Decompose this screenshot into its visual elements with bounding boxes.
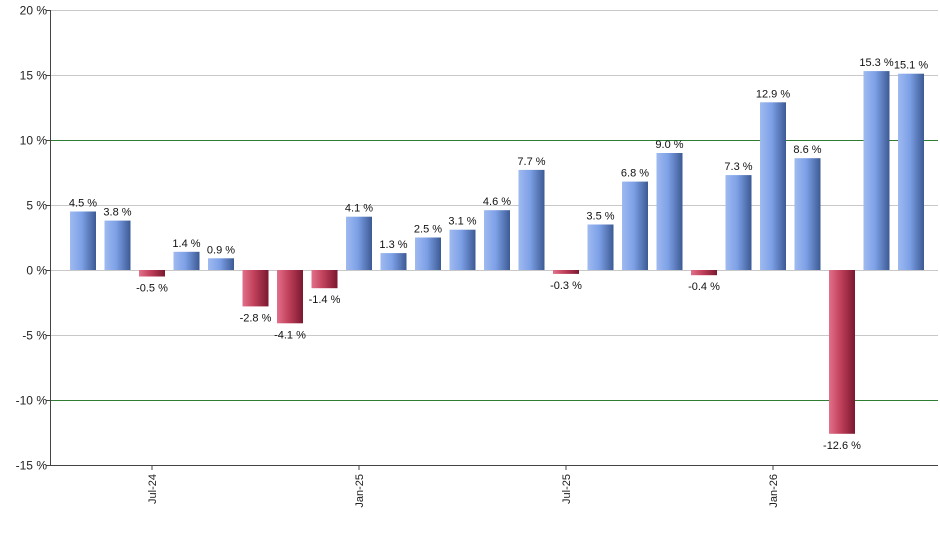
bar-Apr-25 — [449, 229, 476, 270]
bar-Sep-24 — [208, 258, 234, 270]
x-tick-label: Jul-25 — [561, 474, 573, 504]
bar-Mar-26 — [829, 270, 855, 434]
data-label: 2.5 % — [414, 224, 442, 236]
y-tick-label: 15 % — [20, 69, 48, 83]
bar-Mar-25 — [415, 237, 441, 270]
bar-Sep-25 — [622, 181, 648, 270]
data-labels: 4.5 % 3.8 % -0.5 % 1.4 % 0.9 % -2.8 %-4.1 % -1… — [69, 57, 928, 452]
bar-Oct-24 — [242, 270, 269, 307]
x-tick-label: Jan-26 — [768, 474, 780, 508]
bar-Apr-26 — [863, 71, 890, 270]
y-tick-label: 20 % — [20, 4, 48, 18]
data-label: -4.1 % — [274, 329, 306, 341]
y-tick-label: -5 % — [22, 329, 47, 343]
bar-Jan-26 — [760, 102, 786, 270]
bar-May-24 — [70, 211, 96, 270]
data-label: 15.1 % — [894, 60, 928, 72]
y-tick-label: -10 % — [16, 394, 48, 408]
data-label: 3.1 % — [448, 216, 476, 228]
data-label: -1.4 % — [309, 294, 341, 306]
data-label: 8.6 % — [793, 144, 821, 156]
grid-lines — [50, 10, 938, 466]
data-label: 9.0 % — [655, 139, 683, 151]
bar-May-25 — [484, 210, 510, 270]
y-tick-label: 5 % — [26, 199, 47, 213]
bar-Jul-24 — [139, 270, 165, 277]
bar-Dec-24 — [311, 270, 338, 289]
bar-Jan-25 — [346, 216, 372, 270]
bar-Aug-25 — [587, 224, 614, 270]
data-label: -2.8 % — [240, 312, 272, 324]
x-tick-label: Jan-25 — [354, 474, 366, 508]
data-label: 3.8 % — [103, 207, 131, 219]
axes — [46, 10, 938, 470]
data-label: 4.6 % — [483, 196, 511, 208]
data-label: -12.6 % — [823, 440, 861, 452]
data-label: 3.5 % — [586, 211, 614, 223]
bar-Feb-26 — [794, 158, 821, 270]
data-label: 1.4 % — [172, 238, 200, 250]
bar-Nov-25 — [691, 270, 717, 276]
data-label: 15.3 % — [859, 57, 893, 69]
data-label: 6.8 % — [621, 168, 649, 180]
y-tick-label: 10 % — [20, 134, 48, 148]
bar-May-26 — [898, 73, 924, 270]
y-tick-label: -15 % — [16, 459, 48, 473]
data-label: -0.3 % — [550, 280, 582, 292]
data-label: -0.4 % — [688, 281, 720, 293]
data-label: 4.5 % — [69, 198, 97, 210]
data-label: -0.5 % — [136, 283, 168, 295]
bar-Oct-25 — [656, 153, 683, 270]
bar-Jun-24 — [104, 220, 131, 270]
bar-Dec-25 — [725, 175, 752, 270]
bar-Feb-25 — [380, 253, 407, 270]
bar-Nov-24 — [277, 270, 303, 324]
data-label: 12.9 % — [756, 88, 790, 100]
y-tick-label: 0 % — [26, 264, 47, 278]
x-tick-label: Jul-24 — [147, 474, 159, 504]
y-tick-labels: -15 % -10 % -5 % 0 % 5 % 10 % 15 % 20 % — [16, 4, 48, 473]
x-tick-labels: Jul-24 Jan-25 Jul-25 Jan-26 — [147, 474, 780, 508]
bar-Jul-25 — [553, 270, 579, 274]
bars — [70, 71, 924, 434]
data-label: 0.9 % — [207, 244, 235, 256]
data-label: 7.3 % — [724, 161, 752, 173]
data-label: 4.1 % — [345, 203, 373, 215]
bar-Jun-25 — [518, 169, 545, 270]
data-label: 7.7 % — [517, 156, 545, 168]
data-label: 1.3 % — [379, 239, 407, 251]
bar-Aug-24 — [173, 251, 200, 270]
